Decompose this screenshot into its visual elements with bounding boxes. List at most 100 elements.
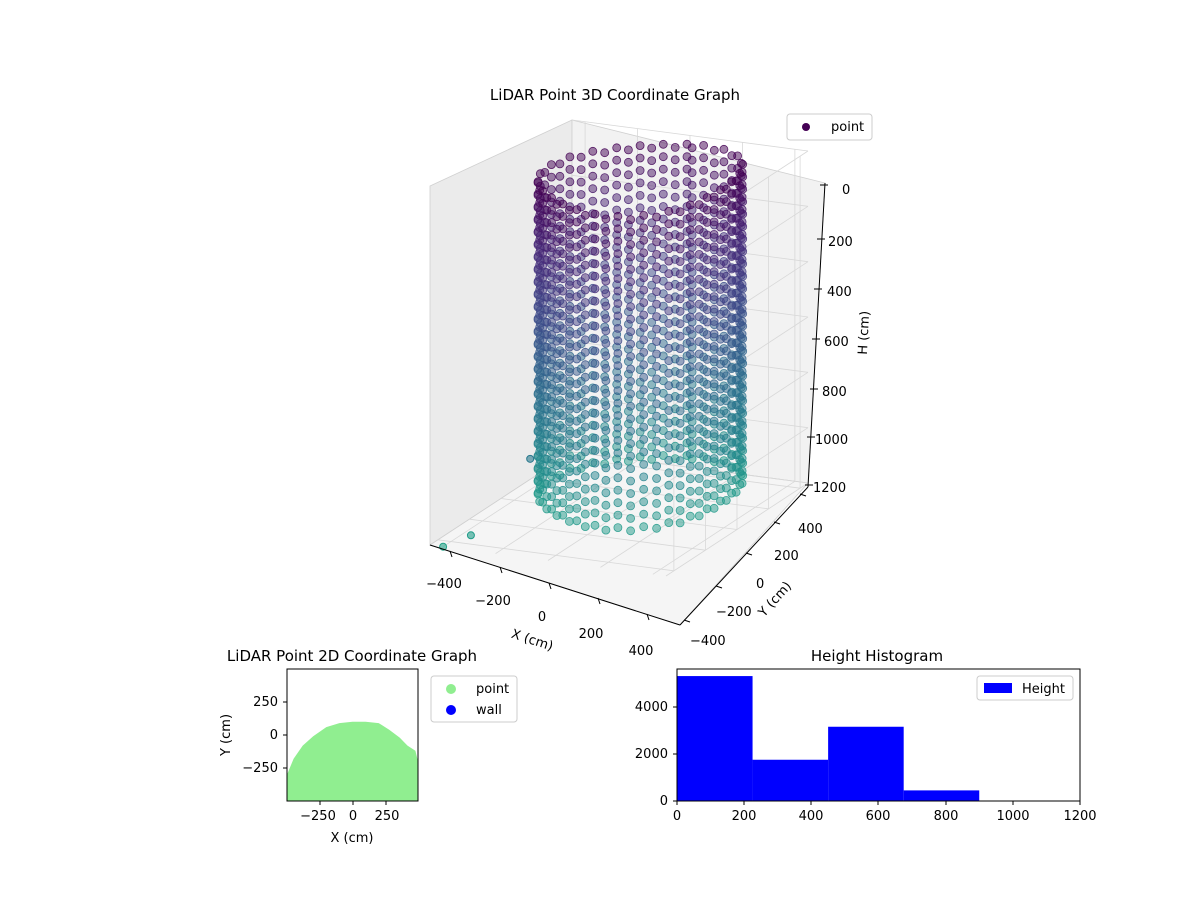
- chart-3d-title: LiDAR Point 3D Coordinate Graph: [490, 86, 740, 104]
- lidar-point: [675, 468, 685, 478]
- lidar-point: [675, 294, 685, 304]
- lidar-point: [664, 219, 674, 229]
- x-tick-label: 400: [799, 809, 824, 824]
- lidar-point: [694, 461, 704, 471]
- y-tick-mark: [683, 619, 691, 623]
- lidar-point: [699, 178, 708, 188]
- lidar-point: [580, 410, 590, 419]
- lidar-point: [694, 237, 704, 247]
- lidar-point: [572, 217, 582, 227]
- lidar-point: [580, 522, 590, 531]
- lidar-point: [624, 195, 633, 205]
- legend-histogram-swatch: [984, 683, 1012, 693]
- lidar-point: [626, 314, 635, 324]
- lidar-point: [716, 384, 725, 394]
- lidar-point: [547, 405, 556, 414]
- lidar-point: [572, 205, 582, 215]
- lidar-point: [580, 248, 590, 258]
- lidar-point: [675, 406, 685, 416]
- lidar-point: [558, 510, 568, 520]
- lidar-point: [694, 386, 704, 396]
- lidar-point: [727, 189, 736, 199]
- lidar-point: [547, 317, 556, 327]
- lidar-point: [558, 460, 568, 470]
- x-tick-label: 200: [732, 809, 757, 824]
- lidar-point: [670, 142, 680, 152]
- lidar-point: [547, 442, 556, 452]
- histogram-bar: [828, 726, 904, 801]
- lidar-point: [670, 180, 680, 190]
- lidar-point: [565, 267, 574, 277]
- lidar-point: [613, 373, 623, 383]
- lidar-point: [547, 492, 556, 502]
- lidar-point: [601, 525, 611, 535]
- lidar-point: [716, 260, 725, 269]
- lidar-point: [601, 314, 611, 323]
- lidar-point: [694, 349, 704, 359]
- lidar-point: [685, 499, 695, 509]
- lidar-point: [675, 456, 685, 466]
- lidar-point: [612, 180, 622, 190]
- lidar-point: [652, 299, 661, 309]
- lidar-point: [572, 354, 582, 364]
- lidar-point: [565, 429, 574, 439]
- lidar-point: [558, 485, 568, 495]
- lidar-point: [588, 159, 598, 169]
- lidar-point: [685, 461, 695, 471]
- lidar-point: [580, 347, 590, 357]
- lidar-point: [635, 203, 645, 213]
- lidar-point: [613, 435, 623, 445]
- lidar-point: [716, 409, 725, 419]
- lidar-point: [716, 446, 725, 456]
- lidar-point: [664, 455, 674, 465]
- lidar-point: [727, 301, 736, 311]
- lidar-point: [727, 376, 736, 386]
- lidar-point: [626, 215, 635, 225]
- y-tick-label: −250: [242, 761, 278, 776]
- lidar-point: [613, 299, 623, 308]
- lidar-point: [647, 454, 657, 464]
- lidar-point: [652, 262, 661, 272]
- lidar-point: [613, 411, 623, 420]
- lidar-point: [664, 244, 674, 254]
- lidar-point: [664, 231, 674, 241]
- lidar-point: [694, 436, 704, 446]
- lidar-point: [572, 503, 582, 513]
- lidar-point: [590, 520, 600, 530]
- lidar-point: [639, 210, 649, 220]
- chart-2d-x-ticks: −250 0 250: [300, 801, 399, 824]
- lidar-point: [555, 159, 565, 169]
- lidar-point: [652, 399, 661, 409]
- lidar-point: [565, 417, 574, 427]
- lidar-point: [565, 392, 574, 402]
- lidar-point: [639, 285, 649, 295]
- lidar-point: [675, 319, 685, 329]
- lidar-point: [626, 489, 635, 498]
- legend-3d-frame: [786, 113, 873, 141]
- lidar-point: [685, 200, 695, 210]
- lidar-point: [626, 339, 635, 349]
- lidar-point: [635, 190, 645, 200]
- y-tick-label: 4000: [635, 700, 668, 715]
- lidar-point: [735, 168, 745, 178]
- lidar-point: [601, 351, 611, 361]
- lidar-point: [702, 330, 712, 339]
- lidar-point: [658, 164, 668, 174]
- lidar-point: [558, 199, 568, 209]
- lidar-point: [580, 335, 590, 345]
- legend-point-marker: [446, 684, 456, 694]
- legend-point-label: point: [476, 682, 509, 697]
- lidar-point: [716, 297, 725, 307]
- lidar-point: [572, 466, 582, 476]
- lidar-point: [685, 362, 695, 372]
- lidar-point: [727, 488, 736, 498]
- lidar-point: [613, 485, 623, 495]
- lidar-point: [547, 305, 556, 315]
- lidar-point: [601, 463, 611, 473]
- lidar-point: [590, 483, 600, 493]
- lidar-point: [716, 471, 725, 481]
- lidar-point: [716, 222, 725, 232]
- lidar-point: [613, 398, 623, 408]
- lidar-point: [613, 224, 623, 234]
- lidar-point: [702, 217, 712, 227]
